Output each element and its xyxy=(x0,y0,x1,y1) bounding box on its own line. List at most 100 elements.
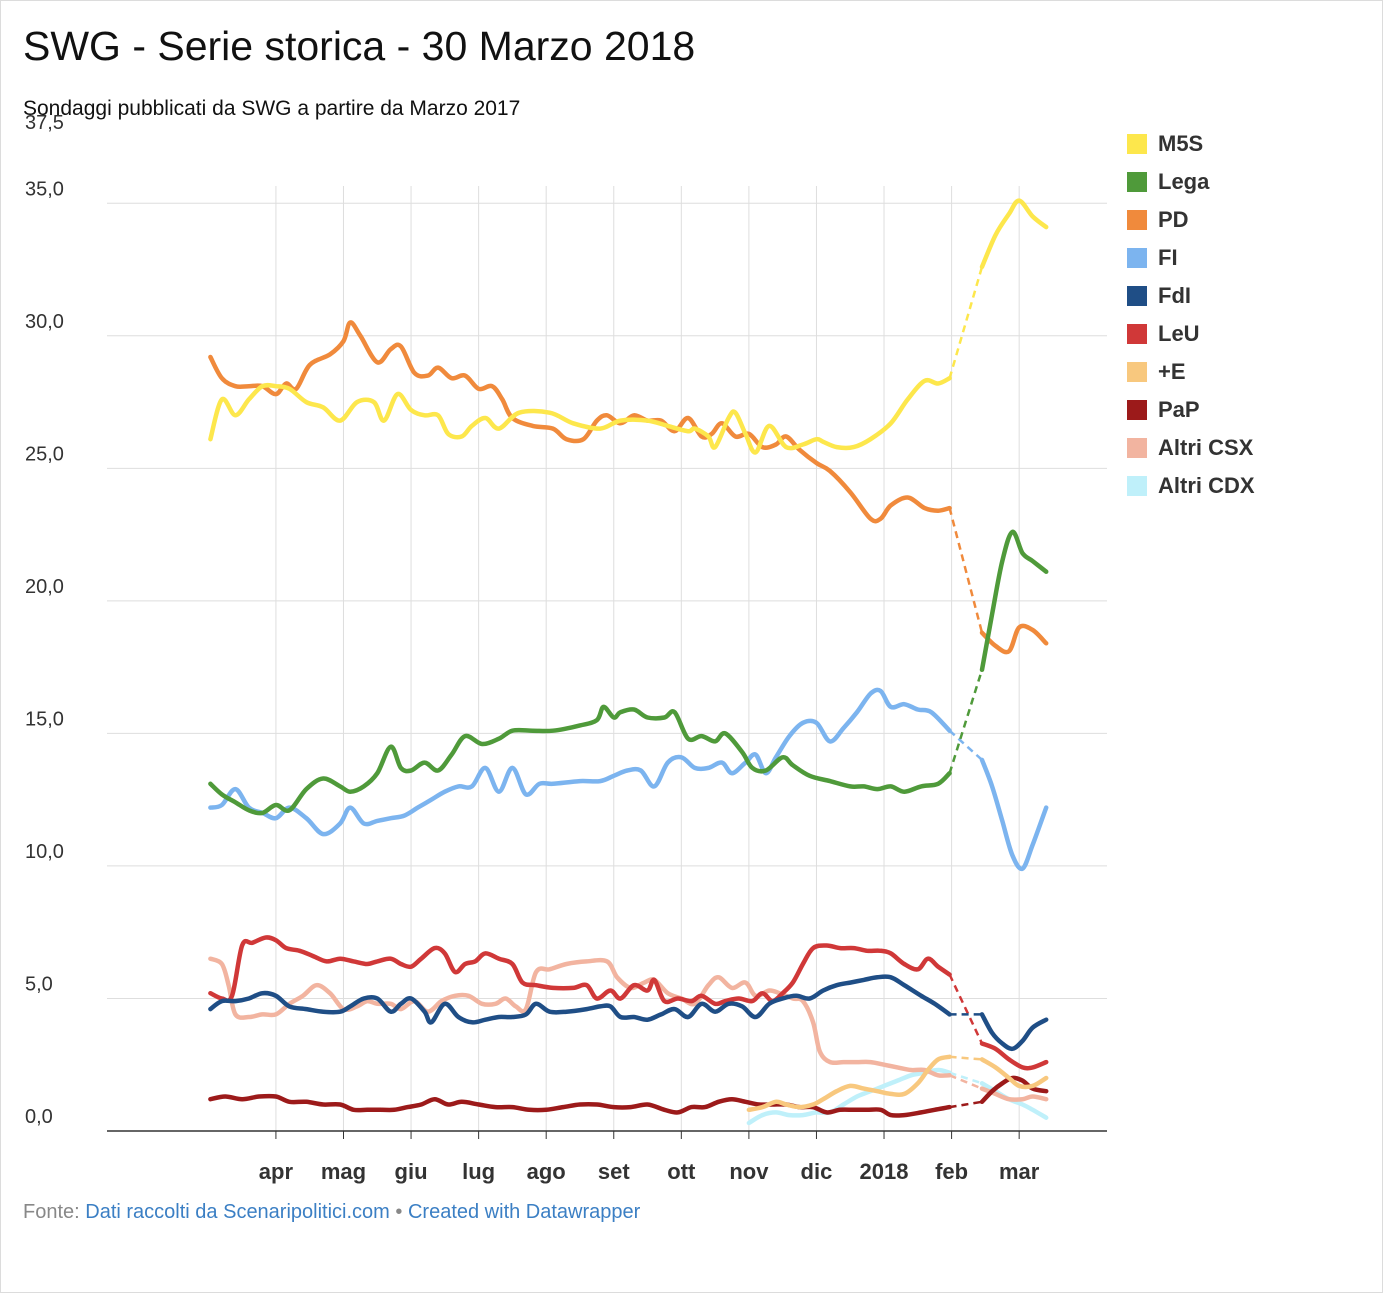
legend-item-pd: PD xyxy=(1127,201,1255,239)
legend-swatch xyxy=(1127,210,1147,230)
legend-swatch xyxy=(1127,362,1147,382)
series-line xyxy=(979,198,1049,270)
series-projection-line xyxy=(949,1100,983,1109)
x-tick-label: 2018 xyxy=(860,1159,909,1184)
source-link[interactable]: Dati raccolti da Scenaripolitici.com xyxy=(85,1201,390,1223)
legend-label: +E xyxy=(1158,359,1186,384)
series-line xyxy=(979,1057,1049,1090)
footer-separator: • xyxy=(395,1201,403,1223)
y-axis-ticks: 0,0 5,0 10,0 15,0 20,0 25,0 30,0 35,0 37,5 xyxy=(25,112,64,1128)
series-fdi xyxy=(208,974,1049,1052)
legend-swatch xyxy=(1127,400,1147,420)
legend-label: Lega xyxy=(1158,169,1210,194)
y-tick-label: 37,5 xyxy=(25,112,64,134)
legend-label: PD xyxy=(1158,207,1189,232)
legend-item-e: +E xyxy=(1127,353,1255,391)
series-lines xyxy=(208,198,1049,1126)
y-tick-label: 15,0 xyxy=(25,708,64,730)
legend-item-fi: FI xyxy=(1127,239,1255,277)
legend-item-leu: LeU xyxy=(1127,315,1255,353)
x-tick-label: ott xyxy=(667,1159,696,1184)
series-leu xyxy=(208,935,1049,1071)
legend-swatch xyxy=(1127,286,1147,306)
x-tick-label: mar xyxy=(999,1159,1040,1184)
series-line xyxy=(746,1067,952,1126)
series-lega xyxy=(208,529,1049,816)
x-tick-label: feb xyxy=(935,1159,968,1184)
series-line xyxy=(208,375,952,455)
series-projection-line xyxy=(949,1071,983,1085)
chart-subtitle: Sondaggi pubblicati da SWG a partire da … xyxy=(23,97,521,120)
chart-title: SWG - Serie storica - 30 Marzo 2018 xyxy=(23,23,696,69)
legend-label: PaP xyxy=(1158,397,1200,422)
legend-label: Altri CDX xyxy=(1158,473,1255,498)
y-tick-label: 5,0 xyxy=(25,973,53,995)
footer-label: Fonte: xyxy=(23,1201,80,1223)
legend-swatch xyxy=(1127,172,1147,192)
x-tick-label: ago xyxy=(527,1159,566,1184)
x-tick-label: mag xyxy=(321,1159,366,1184)
x-tick-label: lug xyxy=(462,1159,495,1184)
series-projection-line xyxy=(948,507,984,634)
x-tick-label: set xyxy=(598,1159,630,1184)
series-e xyxy=(746,1054,1049,1113)
series-fi xyxy=(208,687,1049,872)
legend-item-pap: PaP xyxy=(1127,391,1255,429)
series-line xyxy=(208,935,952,1007)
legend-item-altri-csx: Altri CSX xyxy=(1127,429,1255,467)
series-line xyxy=(979,529,1049,673)
series-line xyxy=(979,757,1049,872)
legend-label: M5S xyxy=(1158,131,1204,156)
series-line xyxy=(208,320,952,524)
legend-swatch xyxy=(1127,134,1147,154)
y-tick-label: 20,0 xyxy=(25,576,64,598)
legend-item-lega: Lega xyxy=(1127,163,1255,201)
series-projection-line xyxy=(948,974,984,1045)
series-altri-csx xyxy=(208,956,1049,1102)
credit-link[interactable]: Created with Datawrapper xyxy=(407,1201,641,1223)
series-pd xyxy=(208,320,1049,655)
legend-item-fdi: FdI xyxy=(1127,277,1255,315)
y-tick-label: 35,0 xyxy=(25,178,64,200)
y-tick-label: 0,0 xyxy=(25,1106,53,1128)
legend-item-altri-cdx: Altri CDX xyxy=(1127,467,1255,505)
legend-item-m5s: M5S xyxy=(1127,125,1255,163)
y-tick-label: 25,0 xyxy=(25,443,64,465)
series-projection-line xyxy=(949,1074,983,1090)
series-m5s xyxy=(208,198,1049,455)
y-tick-label: 10,0 xyxy=(25,841,64,863)
legend-swatch xyxy=(1127,248,1147,268)
series-line xyxy=(979,623,1049,655)
y-tick-label: 30,0 xyxy=(25,311,64,333)
series-line xyxy=(746,1054,952,1113)
x-tick-label: nov xyxy=(729,1159,769,1184)
series-line xyxy=(979,1041,1049,1071)
series-line xyxy=(208,704,952,816)
footer: Fonte: Dati raccolti da Scenaripolitici.… xyxy=(23,1201,640,1224)
series-line xyxy=(208,687,952,837)
legend-label: FdI xyxy=(1158,283,1191,308)
series-pap xyxy=(208,1075,1049,1118)
series-line xyxy=(979,1086,1049,1102)
legend: M5S Lega PD FI FdI LeU +E PaP Altri CSX Altri CDX xyxy=(1127,125,1255,505)
series-projection-line xyxy=(948,669,984,774)
legend-label: LeU xyxy=(1158,321,1200,346)
series-projection-line xyxy=(948,266,984,379)
legend-label: FI xyxy=(1158,245,1178,270)
x-tick-label: dic xyxy=(801,1159,833,1184)
series-line xyxy=(208,956,952,1078)
x-tick-label: apr xyxy=(259,1159,294,1184)
series-line xyxy=(208,974,952,1025)
legend-swatch xyxy=(1127,438,1147,458)
legend-swatch xyxy=(1127,324,1147,344)
x-axis-ticks: apr mag giu lug ago set ott nov dic 2018 feb mar xyxy=(107,1130,1107,1184)
series-line xyxy=(208,1093,952,1118)
series-projection-line xyxy=(949,1055,983,1061)
series-line xyxy=(979,1012,1049,1052)
series-projection-line xyxy=(948,729,983,761)
x-tick-label: giu xyxy=(395,1159,428,1184)
legend-label: Altri CSX xyxy=(1158,435,1254,460)
legend-swatch xyxy=(1127,476,1147,496)
